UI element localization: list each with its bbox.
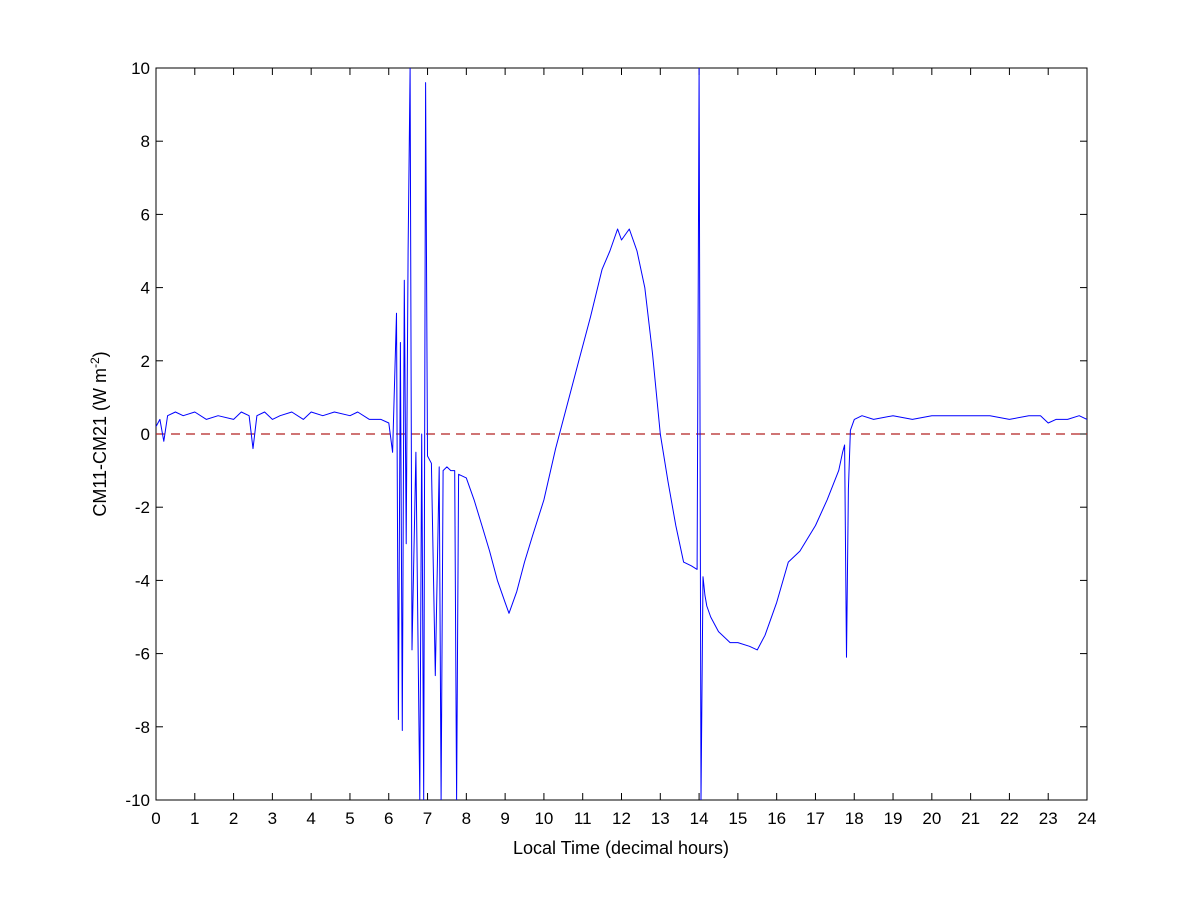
x-tick-label: 17: [806, 809, 825, 828]
y-tick-label: 6: [141, 205, 150, 224]
y-axis-label-suffix: ): [90, 351, 110, 357]
x-tick-label: 8: [462, 809, 471, 828]
x-tick-label: 15: [728, 809, 747, 828]
x-tick-label: 1: [190, 809, 199, 828]
x-tick-label: 13: [651, 809, 670, 828]
x-tick-label: 4: [306, 809, 315, 828]
x-tick-label: 20: [922, 809, 941, 828]
x-tick-label: 21: [961, 809, 980, 828]
x-axis-label: Local Time (decimal hours): [513, 838, 729, 858]
x-tick-label: 11: [574, 809, 592, 828]
x-tick-label: 9: [500, 809, 509, 828]
x-tick-label: 23: [1039, 809, 1058, 828]
x-tick-label: 12: [612, 809, 631, 828]
y-tick-label: 8: [141, 132, 150, 151]
x-tick-label: 19: [884, 809, 903, 828]
x-tick-label: 6: [384, 809, 393, 828]
y-tick-label: 2: [141, 352, 150, 371]
x-tick-label: 24: [1078, 809, 1097, 828]
axis-ticks: 0 1 2 3 4 5 6 7 8 9 10 11 12 13 14 15 16 17 18 19 20 21 22 23 24…: [125, 59, 1096, 828]
y-tick-label: -8: [135, 718, 150, 737]
y-tick-label: -2: [135, 498, 150, 517]
x-tick-label: 3: [268, 809, 277, 828]
series-line: [156, 68, 1087, 800]
x-tick-label: 18: [845, 809, 864, 828]
plot-area: 0 1 2 3 4 5 6 7 8 9 10 11 12 13 14 15 16 17 18 19 20 21 22 23 24…: [125, 59, 1096, 828]
x-tick-label: 14: [690, 809, 709, 828]
y-tick-label: -6: [135, 645, 150, 664]
y-tick-label: -4: [135, 571, 150, 590]
y-tick-label: -10: [125, 791, 150, 810]
x-tick-label: 0: [151, 809, 160, 828]
x-tick-label: 22: [1000, 809, 1019, 828]
series-layer: [156, 68, 1087, 800]
x-tick-label: 10: [534, 809, 553, 828]
x-tick-label: 7: [423, 809, 432, 828]
y-tick-label: 0: [141, 425, 150, 444]
y-tick-label: 4: [141, 279, 150, 298]
x-tick-label: 16: [767, 809, 786, 828]
y-axis-label: CM11-CM21 (W m-2): [88, 351, 110, 516]
y-axis-label-main: CM11-CM21 (W m: [90, 368, 110, 517]
x-tick-label: 5: [345, 809, 354, 828]
y-axis-label-superscript: -2: [88, 357, 102, 368]
x-tick-label: 2: [229, 809, 238, 828]
y-tick-label: 10: [131, 59, 150, 78]
